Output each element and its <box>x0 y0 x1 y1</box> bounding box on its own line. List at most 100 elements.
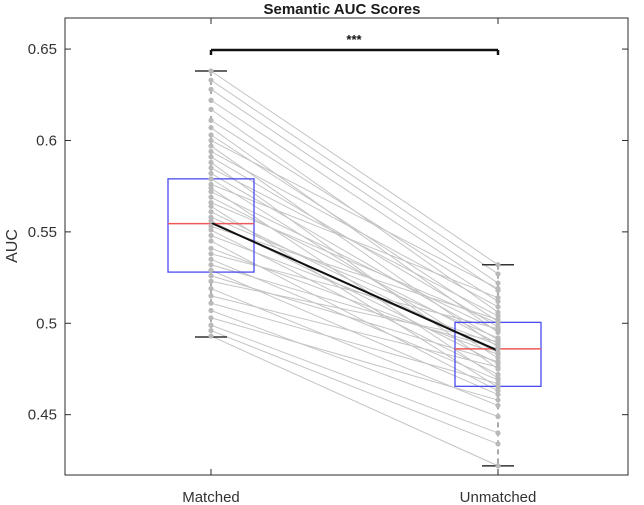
data-point <box>495 371 501 378</box>
data-point <box>495 298 501 304</box>
data-point <box>208 262 214 268</box>
pair-line <box>210 258 499 381</box>
pair-line <box>210 317 499 401</box>
pair-line <box>210 167 499 317</box>
data-point <box>208 68 214 74</box>
data-point <box>208 238 214 244</box>
data-point <box>495 320 501 326</box>
pair-line <box>210 119 499 302</box>
plot-frame <box>64 17 629 476</box>
data-point <box>208 267 214 273</box>
data-point <box>208 251 214 257</box>
data-point <box>208 143 214 149</box>
pair-line <box>210 205 499 388</box>
data-point <box>495 342 501 348</box>
data-point <box>208 189 214 195</box>
significance-group: *** <box>209 32 500 55</box>
pair-line <box>210 335 499 467</box>
data-point <box>495 391 501 398</box>
pair-line <box>210 88 499 284</box>
data-point <box>495 309 501 315</box>
mean-line-group <box>210 221 499 352</box>
y-tick-label: 0.45 <box>28 407 57 424</box>
data-point <box>208 185 214 191</box>
pair-line <box>210 70 499 266</box>
data-point <box>495 271 501 277</box>
pair-line <box>210 202 499 324</box>
pair-line <box>210 191 499 332</box>
data-point <box>495 441 501 447</box>
chart-title: Semantic AUC Scores <box>263 1 420 18</box>
pair-line <box>210 145 499 348</box>
data-point <box>208 77 214 83</box>
data-point <box>495 377 501 383</box>
data-point <box>208 106 214 112</box>
data-point <box>495 355 501 361</box>
pair-line <box>210 225 499 321</box>
x-axis-ticks: Matched Unmatched <box>182 18 536 505</box>
data-point <box>208 307 214 314</box>
data-point <box>495 463 501 469</box>
y-tick-label: 0.65 <box>28 41 57 58</box>
data-point <box>208 273 214 279</box>
data-point <box>208 170 214 176</box>
data-point <box>495 381 501 387</box>
data-point <box>495 397 501 403</box>
x-tick-label: Unmatched <box>460 489 537 505</box>
data-points <box>208 68 501 469</box>
pair-line <box>210 302 499 385</box>
data-point <box>208 181 214 187</box>
data-point <box>208 148 214 155</box>
pair-line <box>210 140 499 289</box>
pair-line <box>210 330 499 445</box>
data-point <box>208 278 214 284</box>
data-point <box>208 165 214 171</box>
data-point <box>495 402 501 409</box>
pair-line <box>210 99 499 291</box>
data-point <box>208 214 214 220</box>
data-point <box>208 117 214 123</box>
pair-line <box>210 134 499 322</box>
pair-line <box>210 79 499 275</box>
data-point <box>495 430 501 436</box>
data-point <box>208 300 214 306</box>
y-tick-label: 0.6 <box>36 132 57 149</box>
data-point <box>495 335 501 341</box>
pair-line <box>210 324 499 434</box>
data-point <box>495 346 501 352</box>
data-point <box>495 384 501 390</box>
data-point <box>495 326 501 332</box>
paired-lines <box>210 70 499 467</box>
data-point <box>495 313 501 319</box>
data-point <box>208 209 214 215</box>
data-point <box>495 359 501 365</box>
data-point <box>208 194 214 200</box>
data-point <box>208 132 214 138</box>
data-point <box>208 285 214 292</box>
data-point <box>495 285 501 292</box>
y-tick-label: 0.5 <box>36 315 57 332</box>
data-point <box>495 317 501 323</box>
data-point <box>208 227 214 233</box>
pair-line <box>210 187 499 379</box>
pair-line <box>210 196 499 344</box>
data-point <box>208 176 214 182</box>
data-point <box>495 280 501 286</box>
pair-line <box>210 264 499 350</box>
data-point <box>208 333 214 339</box>
data-point <box>495 262 501 268</box>
data-point <box>208 200 214 206</box>
data-point <box>495 351 501 357</box>
data-point <box>495 304 501 310</box>
data-point <box>208 137 214 144</box>
mean-line <box>210 221 499 352</box>
y-axis-ticks: 0.45 0.5 0.55 0.6 0.65 <box>28 41 628 424</box>
data-point <box>208 159 214 166</box>
pair-line <box>210 280 499 343</box>
data-point <box>208 293 214 299</box>
pair-line <box>210 216 499 339</box>
data-point <box>208 322 214 328</box>
data-point <box>495 388 501 394</box>
data-point <box>208 315 214 321</box>
